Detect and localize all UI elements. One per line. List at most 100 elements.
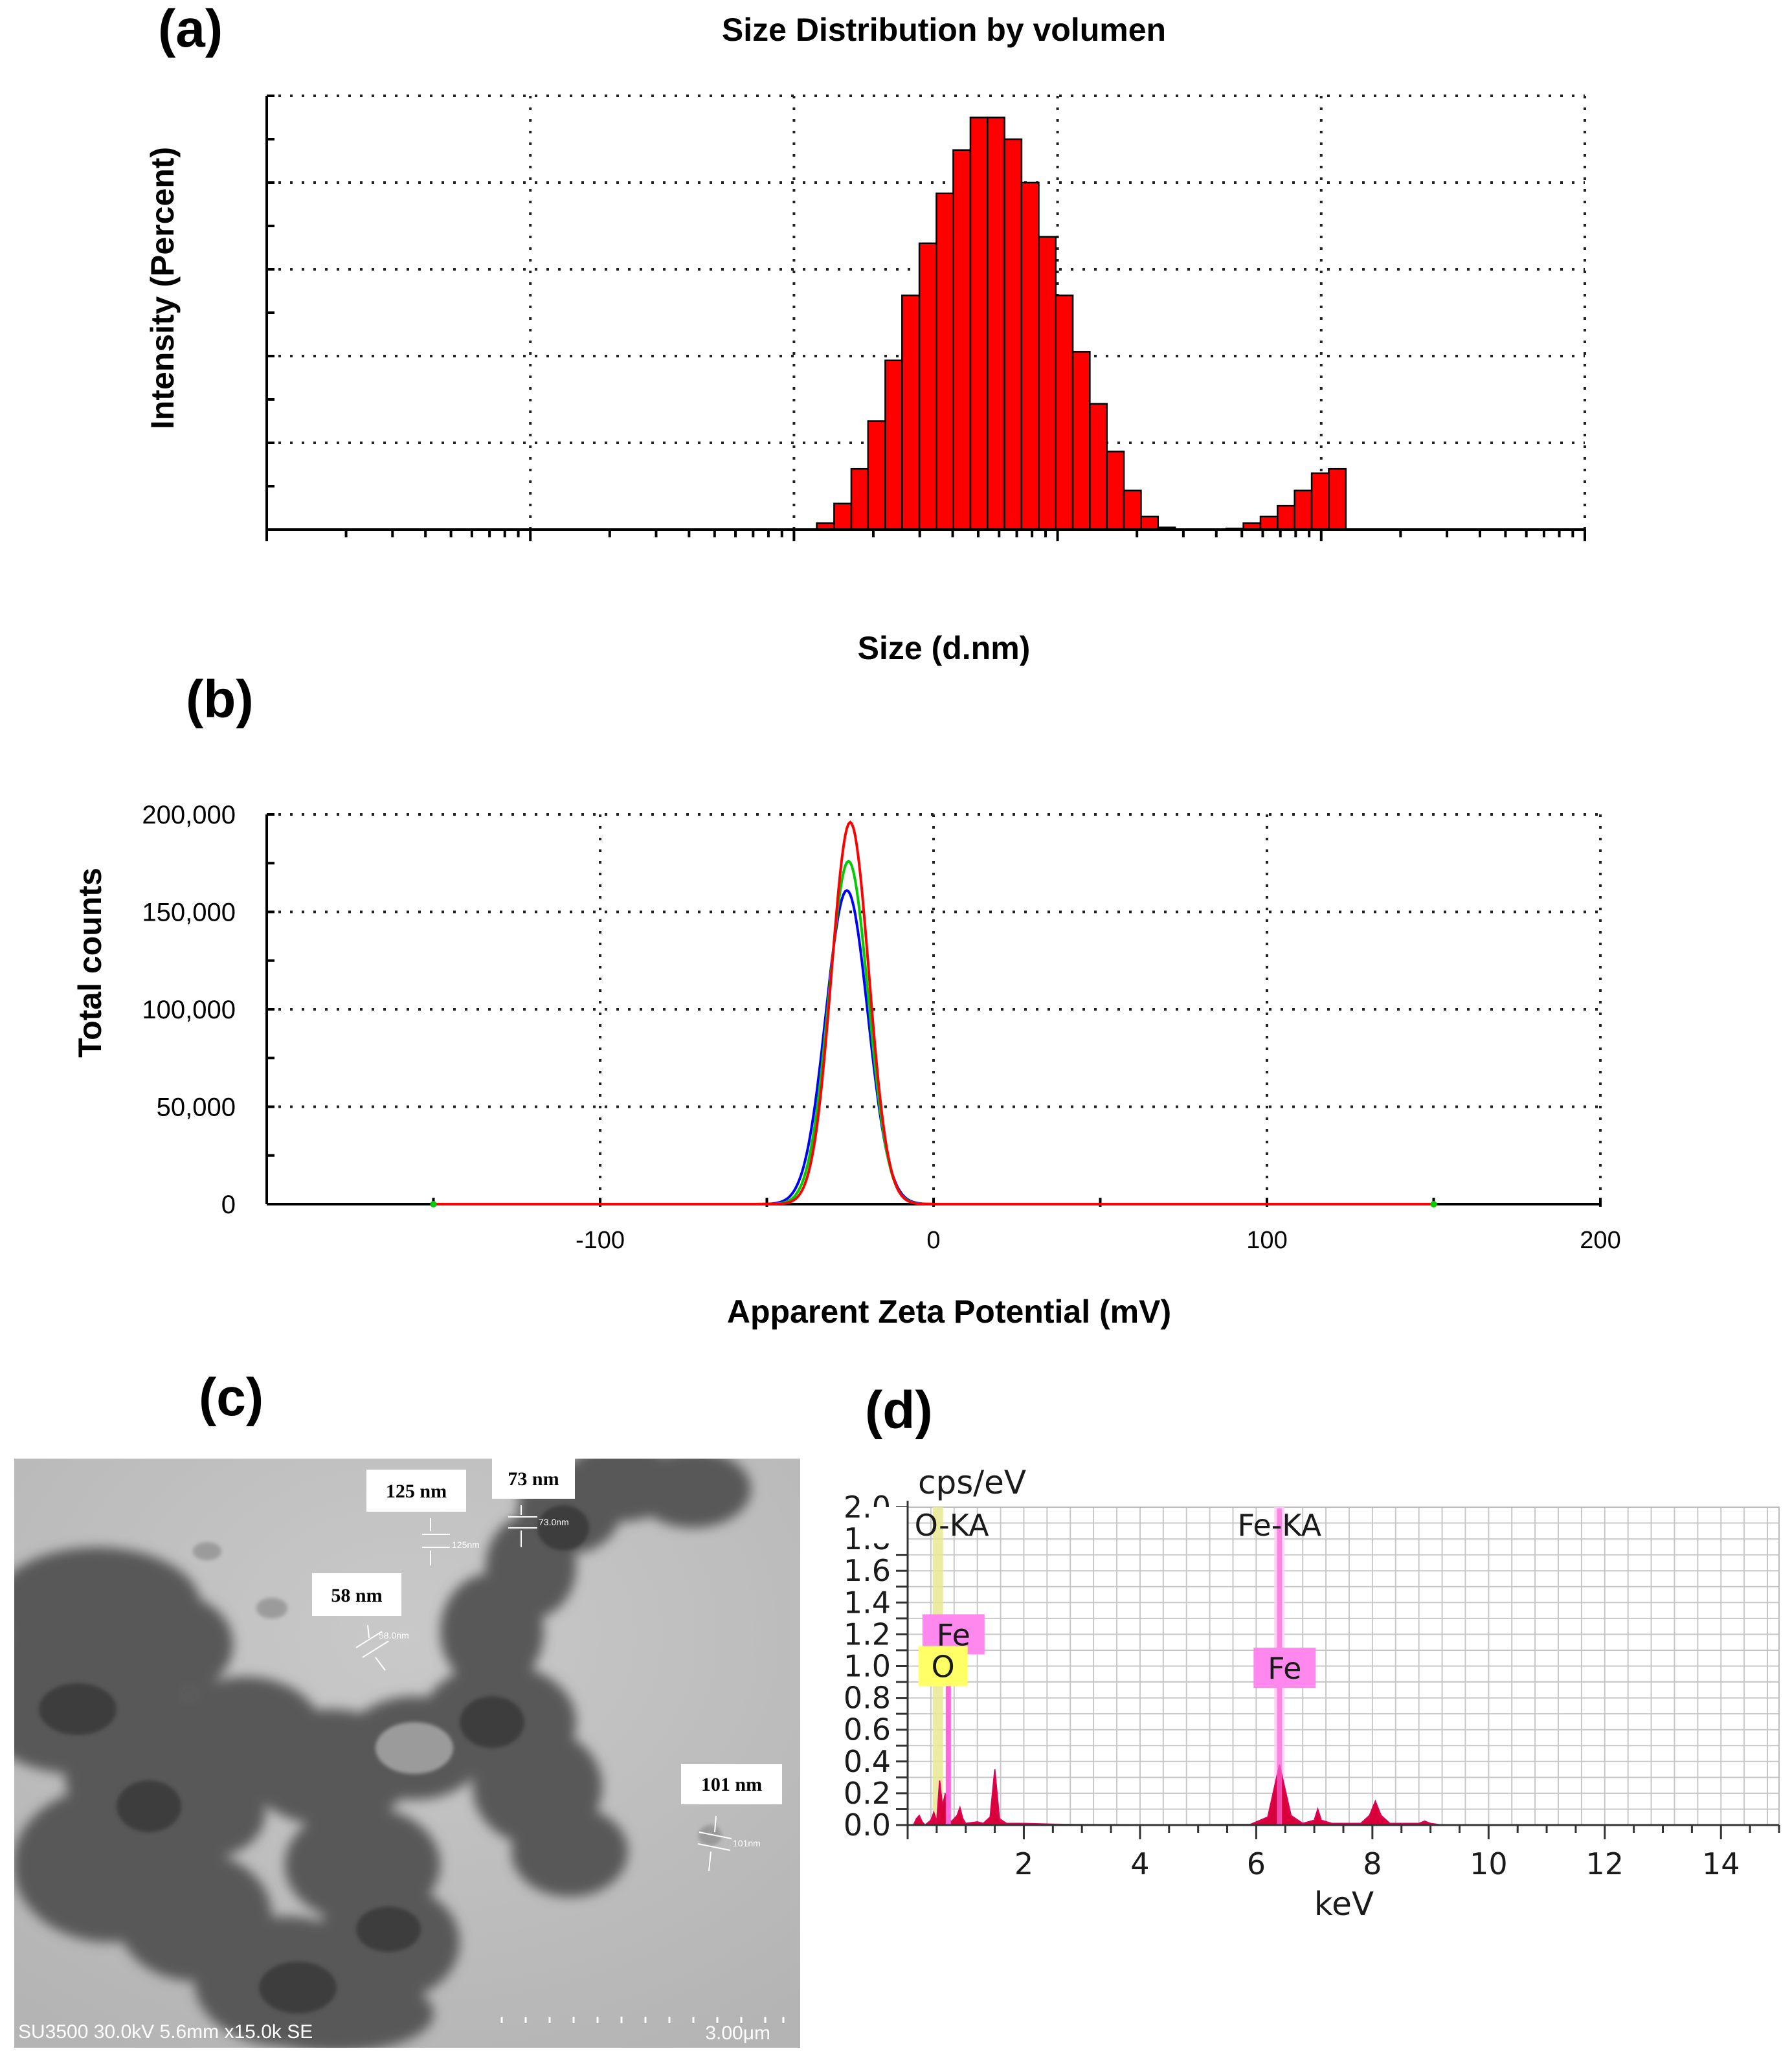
panel-c-label: (c) [199,1368,263,1427]
chart-b-series-line [433,820,1434,1205]
chart-a-bar [833,502,853,531]
chart-b-xlabel: Apparent Zeta Potential (mV) [727,1294,1171,1330]
panel-d-label: (d) [865,1381,933,1440]
chart-a-bar [952,149,972,531]
chart-d-peak-label: Fe [1268,1651,1301,1686]
chart-d-xtick-label: 14 [1702,1846,1740,1881]
chart-b-ytick-label: 200,000 [142,801,236,829]
chart-a-bar [867,420,886,531]
sem-scale-bar [500,2017,785,2023]
chart-b-xtick-label: -100 [576,1227,625,1254]
chart-a-bar [1123,489,1142,531]
chart-b-series [430,820,1437,1207]
chart-d-xtick-label: 4 [1130,1846,1149,1881]
chart-d-peak-label: O [932,1650,955,1685]
chart-a-bar [1140,515,1159,531]
chart-a-bar [918,242,937,531]
chart-b-ytick-label: 50,000 [157,1093,236,1122]
chart-d-ytick-label: 1.2 [844,1617,891,1652]
chart-d-ytick-label: 1.0 [844,1649,891,1684]
chart-a-bar [1259,515,1279,531]
chart-a-bar [969,117,989,531]
chart-b-end-marker [430,1201,437,1207]
svg-text:73 nm: 73 nm [508,1468,559,1490]
chart-a-bar [1071,351,1091,531]
sem-label-125: 125 nm 125nm [366,1470,480,1565]
chart-d-xtick-label: 12 [1586,1846,1624,1881]
chart-d-ytick-label: 1.4 [844,1585,891,1620]
chart-a-bar [1089,403,1108,531]
chart-d-xtick-label: 6 [1247,1846,1266,1881]
chart-d-spectrum-fill [912,1764,1779,1826]
chart-a-bar [1294,489,1313,531]
chart-d-line-label: O-KA [915,1508,989,1543]
chart-d-grid [907,1507,1780,1826]
chart-a-bar [1055,294,1074,531]
panel-b-label: (b) [186,670,254,729]
chart-d-ytick-label: 0.0 [844,1808,891,1843]
chart-b-ytick-label: 100,000 [142,996,236,1024]
chart-d-fe-l-line [945,1634,951,1825]
chart-d-ytick-label: 1.6 [844,1553,891,1588]
svg-text:73.0nm: 73.0nm [539,1517,569,1527]
svg-text:125nm: 125nm [452,1540,480,1550]
sem-label-58: 58 nm 58.0nm [312,1573,409,1671]
sem-footer: SU3500 30.0kV 5.6mm x15.0k SE [18,2021,313,2043]
chart-b-tick-labels: 0 50,000 100,000 150,000 200,000 -100 0 100 200 [142,801,1620,1254]
panel-a-label: (a) [158,0,223,58]
chart-a-bar [1003,138,1023,531]
chart-a-axes [265,95,1586,541]
chart-b-ytick-label: 150,000 [142,899,236,927]
panel-b: (b) Total counts Apparent Zeta Potential… [72,670,1621,1330]
chart-d-ytick-label: 0.4 [844,1744,891,1779]
chart-b-ytick-label: 0 [221,1191,236,1219]
chart-a-xlabel: Size (d.nm) [858,630,1031,666]
chart-a-title: Size Distribution by volumen [722,12,1166,48]
chart-d-xtick-label: 8 [1363,1846,1382,1881]
chart-d-xlabel: keV [1314,1885,1374,1923]
chart-a-bar [1277,504,1295,531]
panel-d: (d) cps/eV keV 0.00.20.40.60.81.01.21.41… [844,1381,1780,1923]
chart-a-bar [987,117,1005,531]
svg-text:101nm: 101nm [733,1838,761,1848]
chart-d-ylabel: cps/eV [918,1464,1026,1501]
chart-b-xtick-label: 200 [1580,1227,1620,1254]
chart-d-peak-label-box [1253,1647,1316,1688]
svg-text:58.0nm: 58.0nm [379,1630,409,1641]
chart-a-bar [1328,467,1347,531]
chart-d-ytick-label: 0.6 [844,1712,891,1747]
chart-d-tick-labels: 0.00.20.40.60.81.01.21.41.61.82.02 4 6 8 10 1… [844,1490,1740,1881]
sem-image: 125 nm 125nm 73 nm 73.0nm 58 nm [14,1459,800,2048]
sem-label-73: 73 nm 73.0nm [492,1459,575,1547]
panel-a: (a) Size Distribution by volumen Intensi… [144,0,1586,666]
chart-d-xtick-label: 2 [1014,1846,1033,1881]
svg-text:101 nm: 101 nm [701,1774,762,1795]
chart-a-bars [816,117,1347,531]
chart-a-bar [1106,451,1125,531]
chart-a-bar [901,294,921,531]
chart-a-ylabel: Intensity (Percent) [144,147,181,429]
chart-b-end-marker [1430,1201,1437,1207]
chart-a-bar [1038,236,1057,531]
chart-a-bar [1310,472,1330,531]
chart-a-bar [850,467,869,531]
sem-label-101: 101 nm 101nm [681,1764,782,1872]
svg-text:125 nm: 125 nm [386,1481,447,1502]
sem-scale-label: 3.00μm [705,2023,770,2044]
chart-d-label-mask [869,1507,908,1543]
panel-c: (c) [14,1368,800,2048]
chart-d-peak-label-box [918,1646,968,1687]
chart-b-xtick-label: 0 [926,1227,940,1254]
chart-a-bar [884,359,903,531]
chart-b-ylabel: Total counts [72,868,108,1058]
chart-a-bar [935,192,954,531]
chart-b-grid [267,813,1602,1204]
chart-b-xtick-label: 100 [1246,1227,1287,1254]
chart-d-xtick-label: 10 [1470,1846,1508,1881]
chart-d-axes [896,1501,1780,1839]
chart-a-bar [1020,181,1040,531]
chart-d-ytick-label: 0.8 [844,1681,891,1716]
chart-b-series-line [433,889,1434,1205]
